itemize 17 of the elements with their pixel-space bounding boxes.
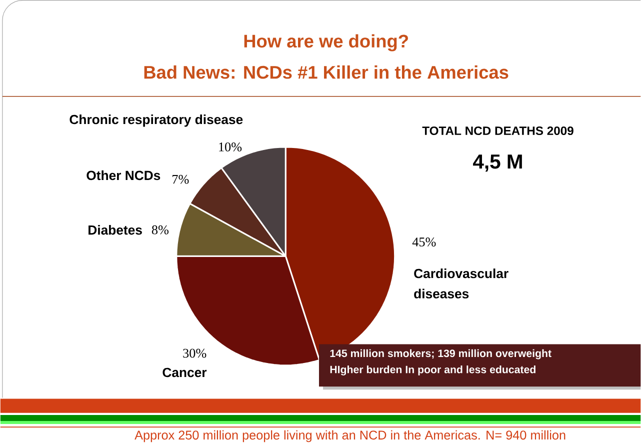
- slice-label: Chronic respiratory disease: [70, 114, 243, 127]
- text: TOTAL NCD DEATHS 2009: [422, 126, 574, 135]
- data-label: 10%: [219, 142, 242, 152]
- data-label: 45%: [412, 237, 436, 246]
- text: HIgher burden In poor and less educated: [330, 365, 536, 376]
- data-label: 7%: [172, 174, 189, 184]
- slice-label: Cancer: [162, 368, 207, 377]
- chart-title: How are we doing?: [244, 34, 408, 52]
- slice-label: Diabetes: [88, 224, 142, 234]
- text: Approx 250 million people living with an NCD in the Americas. N= 940 million: [134, 430, 566, 442]
- text: 4,5 M: [473, 154, 522, 172]
- text: 145 million smokers; 139 million overweight: [330, 349, 552, 360]
- data-label: 8%: [152, 225, 169, 234]
- chart-subtitle: Bad News: NCDs #1 Killer in the Americas: [144, 65, 508, 79]
- slice-label: Other NCDs: [86, 170, 160, 180]
- slice-label: Cardiovascular diseases: [414, 268, 508, 298]
- data-label: 30%: [183, 348, 206, 358]
